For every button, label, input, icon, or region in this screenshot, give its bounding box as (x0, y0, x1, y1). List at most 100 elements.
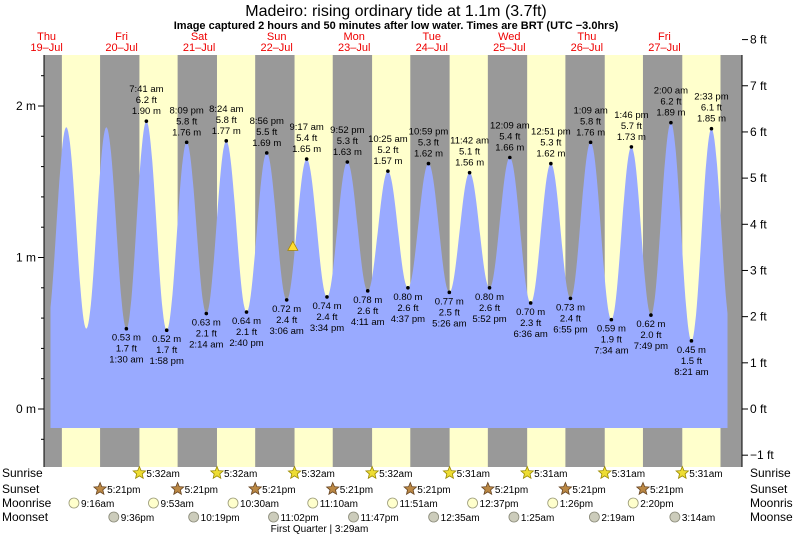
low-tide-time: 1:30 am (109, 355, 143, 366)
day-name-label: Mon (344, 31, 365, 43)
low-tide-m: 0.59 m (597, 324, 626, 335)
high-tide-m: 1.63 m (333, 147, 362, 158)
sunset-icon (325, 481, 340, 496)
high-tide-m: 1.69 m (252, 138, 281, 149)
low-tide-ft: 2.6 ft (479, 303, 500, 314)
low-tide-ft: 2.1 ft (196, 329, 217, 340)
moonrise-icon (227, 497, 239, 509)
high-tide-m: 1.89 m (656, 108, 685, 119)
moonrise-icon (467, 497, 478, 509)
moonset-time: 12:35am (441, 513, 480, 524)
chart-subtitle: Image captured 2 hours and 50 minutes af… (174, 20, 619, 32)
low-tide-time: 3:34 pm (310, 323, 344, 334)
moonrise-icon (307, 497, 319, 509)
high-tide-marker (549, 161, 553, 166)
right-axis-label: 7 ft (750, 79, 767, 93)
low-tide-ft: 1.5 ft (681, 356, 702, 367)
moonrise-row-label-right: Moonrise (750, 496, 793, 510)
moonrise-time: 11:10am (320, 499, 358, 510)
high-tide-time: 8:56 pm (250, 116, 284, 127)
moonset-icon (268, 511, 279, 523)
low-tide-m: 0.74 m (312, 301, 341, 312)
day-name-label: Fri (115, 31, 128, 43)
right-axis-label: 4 ft (750, 217, 767, 231)
high-tide-m: 1.76 m (172, 127, 201, 138)
high-tide-time: 10:25 am (368, 134, 408, 145)
high-tide-time: 2:00 am (654, 86, 688, 97)
high-tide-marker (467, 170, 472, 175)
high-tide-ft: 5.3 ft (418, 138, 439, 149)
low-tide-marker (447, 290, 452, 295)
moonset-icon (108, 511, 120, 523)
moonrise-icon (148, 497, 159, 509)
moonset-time: 11:02pm (281, 513, 319, 524)
high-tide-ft: 5.2 ft (377, 145, 398, 156)
sunrise-icon (675, 465, 690, 480)
low-tide-marker (689, 339, 694, 343)
high-tide-marker (184, 140, 189, 145)
day-date-label: 21–Jul (183, 42, 215, 54)
low-tide-ft: 2.6 ft (357, 306, 378, 317)
low-tide-ft: 2.1 ft (236, 327, 257, 338)
day-date-label: 25–Jul (493, 42, 525, 54)
high-tide-time: 1:09 am (573, 105, 607, 116)
low-tide-time: 2:40 pm (229, 338, 263, 349)
high-tide-m: 1.62 m (414, 149, 443, 160)
day-date-label: 19–Jul (30, 42, 62, 54)
low-tide-ft: 2.4 ft (560, 313, 581, 324)
high-tide-m: 1.85 m (697, 114, 726, 125)
tide-area (50, 121, 728, 428)
low-tide-marker (609, 317, 614, 322)
day-name-label: Thu (37, 31, 56, 43)
day-name-label: Sun (267, 31, 287, 43)
sunset-row-label-right: Sunset (750, 482, 788, 496)
low-tide-marker (164, 328, 169, 333)
low-tide-ft: 2.5 ft (439, 307, 460, 318)
high-tide-m: 1.73 m (617, 132, 646, 143)
day-name-label: Wed (498, 31, 520, 43)
low-tide-marker (204, 311, 209, 316)
low-tide-ft: 1.9 ft (601, 335, 622, 346)
day-date-label: 26–Jul (571, 42, 603, 54)
high-tide-marker (224, 139, 229, 143)
right-axis-label: 3 ft (750, 263, 767, 277)
high-tide-time: 10:59 pm (409, 127, 449, 138)
low-tide-marker (487, 286, 492, 290)
day-date-label: 22–Jul (260, 42, 292, 54)
high-tide-m: 1.57 m (373, 156, 402, 167)
moonset-icon (588, 511, 600, 523)
sunrise-time: 5:32am (379, 469, 412, 480)
moonset-time: 10:19pm (201, 513, 240, 524)
low-tide-m: 0.70 m (516, 307, 545, 318)
day-name-label: Thu (577, 31, 596, 43)
sunset-icon (558, 481, 573, 496)
left-axis-label: 0 m (16, 402, 36, 416)
moonrise-time: 12:37pm (480, 499, 519, 510)
high-tide-ft: 5.5 ft (256, 127, 277, 138)
high-tide-marker (669, 120, 673, 125)
sunset-icon (403, 481, 418, 496)
right-axis-label: 5 ft (750, 171, 767, 185)
low-tide-m: 0.63 m (192, 318, 221, 329)
low-tide-ft: 2.4 ft (316, 312, 337, 323)
low-tide-marker (528, 301, 533, 305)
high-tide-marker (508, 155, 512, 160)
high-tide-marker (144, 119, 149, 123)
low-tide-ft: 2.6 ft (397, 303, 418, 314)
high-tide-marker (709, 126, 714, 131)
sunset-icon (92, 481, 108, 496)
tide-water-area (50, 121, 728, 428)
high-tide-ft: 5.8 ft (176, 116, 197, 127)
sunset-time: 5:21pm (572, 485, 605, 496)
high-tide-ft: 6.2 ft (660, 97, 681, 108)
moonrise-icon (547, 497, 559, 509)
low-tide-time: 6:55 pm (553, 324, 587, 335)
high-tide-time: 12:09 am (490, 121, 530, 132)
sunrise-time: 5:32am (224, 469, 257, 480)
day-name-label: Tue (423, 31, 442, 43)
high-tide-ft: 5.7 ft (621, 121, 642, 132)
low-tide-time: 5:52 pm (472, 314, 506, 325)
sunrise-row-label-left: Sunrise (2, 466, 43, 480)
sunrise-time: 5:31am (457, 469, 490, 480)
low-tide-time: 3:06 am (270, 326, 304, 337)
